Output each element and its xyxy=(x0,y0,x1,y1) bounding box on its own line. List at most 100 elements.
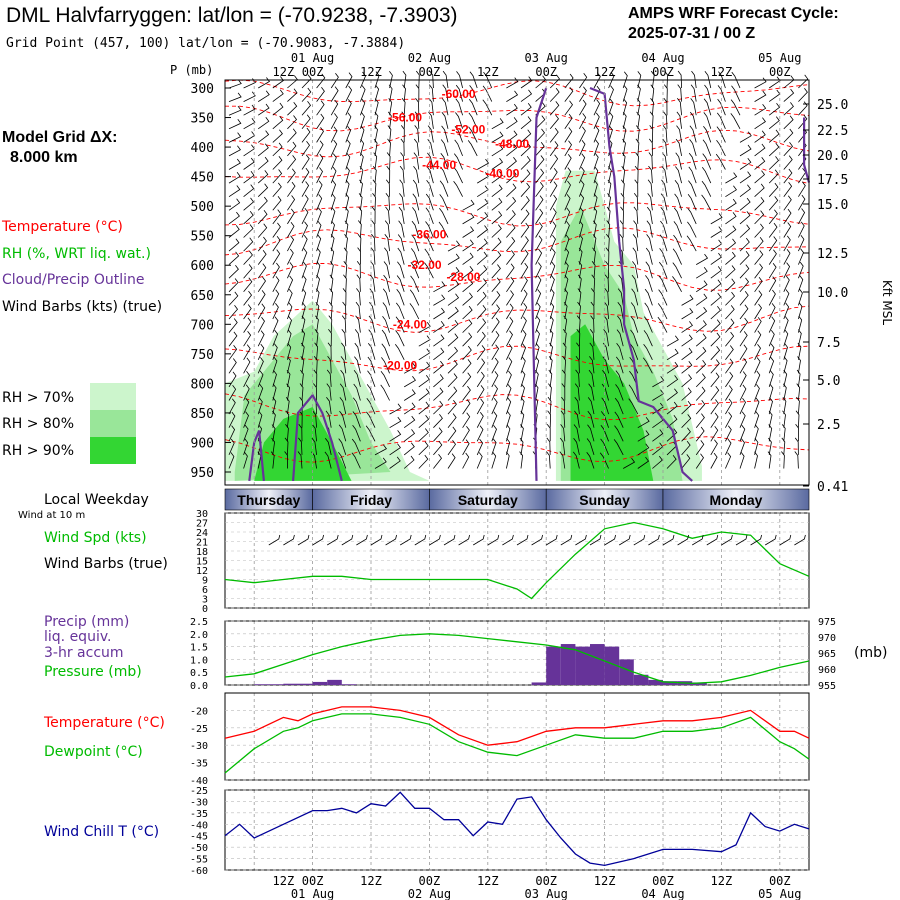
wind-barb xyxy=(681,414,692,428)
wind-barb xyxy=(798,315,803,333)
wind-barb xyxy=(768,356,775,374)
rh-90-swatch xyxy=(90,437,136,464)
wind-barb xyxy=(476,452,483,469)
surface-wind-barb xyxy=(443,534,456,546)
wind-barb xyxy=(330,139,338,157)
wind-barb xyxy=(710,252,722,265)
wind-barb xyxy=(535,181,544,197)
wind-barb xyxy=(418,441,429,456)
wind-barb xyxy=(299,383,304,401)
wind-barb xyxy=(579,73,588,89)
wind-barb xyxy=(394,343,405,360)
wind-barb xyxy=(316,274,320,292)
wind-barb xyxy=(360,98,366,116)
wind-barb xyxy=(345,152,351,170)
wind-barb xyxy=(228,345,238,361)
wind-barb xyxy=(272,116,284,130)
surface-wind-barb xyxy=(677,534,689,546)
wind-barb xyxy=(455,112,463,129)
wind-barb xyxy=(796,369,801,387)
wind-barb xyxy=(696,253,709,265)
wind-barb xyxy=(619,220,624,238)
wind-barb xyxy=(468,98,478,116)
wind-barb xyxy=(520,129,532,143)
wind-barb xyxy=(228,411,236,428)
wind-barb xyxy=(228,278,239,293)
wind-barb xyxy=(433,454,443,469)
pressure-tick-label: 700 xyxy=(191,318,214,333)
wind-barb xyxy=(681,374,693,388)
wind-barb xyxy=(614,425,624,442)
wind-barb xyxy=(491,411,498,428)
wind-barb xyxy=(754,330,762,347)
wind-barb xyxy=(725,385,733,401)
wind-barb xyxy=(491,424,497,442)
wind-barb xyxy=(243,277,253,293)
wind-barb xyxy=(418,388,430,401)
wind-barb xyxy=(491,451,497,469)
wind-barb xyxy=(271,437,276,455)
wind-barb xyxy=(315,288,320,306)
wind-barb xyxy=(315,301,320,320)
wind-barb xyxy=(403,402,416,415)
wind-barb xyxy=(574,410,580,428)
pressure-tick-label: 650 xyxy=(191,289,214,304)
precip-bar xyxy=(633,674,649,685)
wind-barb xyxy=(418,361,431,374)
rh-80-label: RH > 80% xyxy=(2,416,74,432)
wind-barb xyxy=(725,212,737,225)
pressure-tick-label: 500 xyxy=(191,200,214,215)
wind-barb xyxy=(360,125,365,143)
wind-barb xyxy=(418,335,431,347)
wind-barb xyxy=(413,138,420,156)
wind-barb xyxy=(456,71,463,89)
wind-barb xyxy=(476,438,484,456)
wind-barb xyxy=(433,281,446,293)
wind-barb xyxy=(739,331,748,347)
wind-barb xyxy=(725,198,737,211)
wind-barb xyxy=(783,115,794,130)
wind-barb xyxy=(468,126,478,143)
wind-barb xyxy=(412,207,420,225)
wind-barb xyxy=(677,84,682,102)
wind-barb xyxy=(243,424,249,442)
wind-barb xyxy=(754,317,762,333)
wind-barb xyxy=(257,397,263,415)
wind-barb xyxy=(630,315,639,333)
wind-barb xyxy=(666,388,678,401)
wind-barb xyxy=(635,152,639,170)
wind-barb xyxy=(506,170,517,184)
wind-barb xyxy=(591,260,596,279)
wind-barb xyxy=(710,372,720,388)
wind-barb xyxy=(695,386,706,401)
wind-barb xyxy=(447,440,456,456)
wind-barb xyxy=(608,98,614,116)
surface-wind-barb xyxy=(502,534,514,546)
wind-barb xyxy=(716,112,726,129)
wind-barb xyxy=(491,144,504,157)
wind-barb xyxy=(491,371,499,388)
wind-barb xyxy=(228,251,240,265)
wind-barb xyxy=(345,193,350,211)
wind-barb xyxy=(476,385,485,401)
wind-barb xyxy=(462,199,475,211)
wind-barb xyxy=(576,328,581,347)
surface-wind-barb xyxy=(414,534,427,546)
wind-barb xyxy=(768,103,781,116)
wind-barb xyxy=(272,397,277,415)
wind-barb xyxy=(564,140,572,157)
wind-barb xyxy=(433,347,445,361)
wind-barb xyxy=(782,410,786,428)
wind-barb xyxy=(257,303,266,320)
wind-barb xyxy=(647,179,653,197)
wind-barb xyxy=(593,99,601,116)
wind-barb xyxy=(506,384,512,401)
wind-barb xyxy=(645,247,653,265)
wind-barb xyxy=(243,224,254,238)
wind-barb xyxy=(768,316,776,333)
y-tick-label: -25 xyxy=(190,786,208,797)
wind-barb xyxy=(287,208,295,225)
windchill-line xyxy=(224,791,810,867)
wind-barb xyxy=(228,452,235,469)
wind-barb xyxy=(367,343,376,360)
